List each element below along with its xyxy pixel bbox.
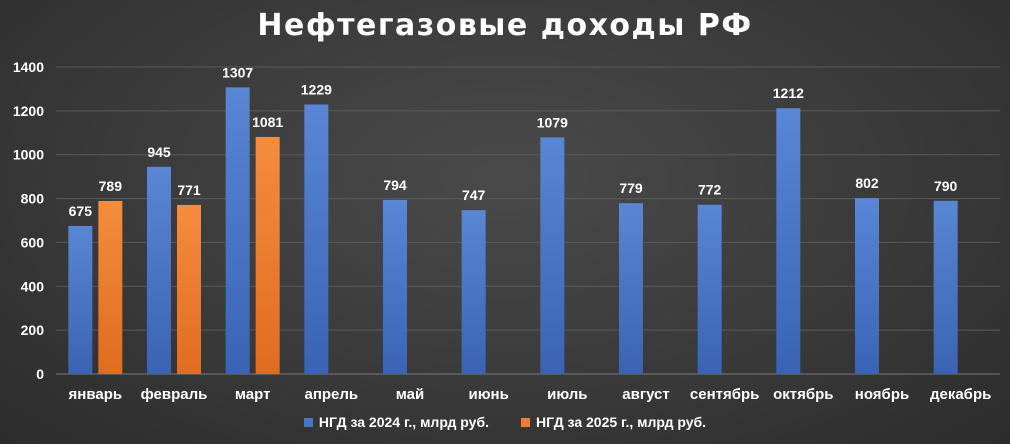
data-label: 1212 [773,85,804,101]
bar-2024 [776,108,801,375]
data-label: 945 [147,144,171,160]
x-tick-label: август [622,386,669,403]
x-tick-label: апрель [304,386,358,403]
y-tick-label: 1200 [13,103,44,119]
y-tick-label: 400 [21,278,45,294]
x-tick-label: май [396,386,424,403]
bar-2024 [147,166,171,374]
bar-2024 [383,199,407,374]
bars [68,87,958,375]
grid-lines [56,66,1000,375]
y-tick-label: 200 [21,322,45,338]
bar-2024 [933,200,958,374]
x-tick-label: декабрь [930,386,991,403]
data-label: 779 [619,180,643,196]
legend-swatch-2025 [521,417,530,427]
data-label: 1307 [222,64,253,80]
x-tick-label: июль [547,386,587,403]
bar-2024 [225,87,250,375]
bar-2025 [255,136,280,374]
y-tick-label: 0 [36,366,44,382]
data-label: 794 [383,177,407,193]
legend-label-2025: НГД за 2025 г., млрд руб. [536,414,707,430]
bar-2025 [98,200,123,374]
y-tick-label: 600 [21,234,45,250]
bar-2025 [177,204,201,374]
bar-2024 [461,210,486,374]
legend-item-2024: НГД за 2024 г., млрд руб. [303,414,489,430]
data-label: 789 [99,178,123,194]
y-tick-label: 1400 [13,59,44,75]
data-labels: 675 789 945 771 1307 1081 1229 794 747 1079 779 772… [69,64,958,219]
chart-title: Нефтегазовые доходы РФ [257,8,753,43]
data-label: 771 [177,182,201,198]
bar-2024 [540,137,565,374]
bar-2024 [68,225,93,374]
x-axis-ticks: январь февраль март апрель май июнь июль август… [69,386,992,403]
data-label: 747 [462,187,486,203]
data-label: 1081 [252,114,283,130]
bar-2024 [697,204,722,374]
data-label: 675 [69,203,93,219]
data-label: 790 [934,178,958,194]
x-tick-label: январь [69,386,123,403]
data-label: 1079 [537,114,568,130]
y-axis-ticks: 0 200 400 600 800 1000 1200 1400 [13,59,44,382]
x-tick-label: октябрь [773,386,833,403]
x-tick-label: июнь [469,386,509,403]
legend-label-2024: НГД за 2024 г., млрд руб. [318,414,489,430]
data-label: 1229 [301,81,332,97]
data-label: 772 [698,182,722,198]
x-tick-label: февраль [141,386,208,403]
x-tick-label: март [235,386,271,403]
y-tick-label: 800 [21,191,45,207]
legend-swatch-2024 [303,417,313,427]
bar-2024 [619,203,643,374]
y-tick-label: 1000 [13,147,44,163]
legend: НГД за 2024 г., млрд руб. НГД за 2025 г.… [0,414,1010,430]
bar-2024 [855,198,879,374]
data-label: 802 [855,175,879,191]
x-tick-label: ноябрь [855,386,909,403]
bar-2024 [304,104,329,374]
x-tick-label: сентябрь [690,386,760,403]
legend-item-2025: НГД за 2025 г., млрд руб. [521,414,706,430]
